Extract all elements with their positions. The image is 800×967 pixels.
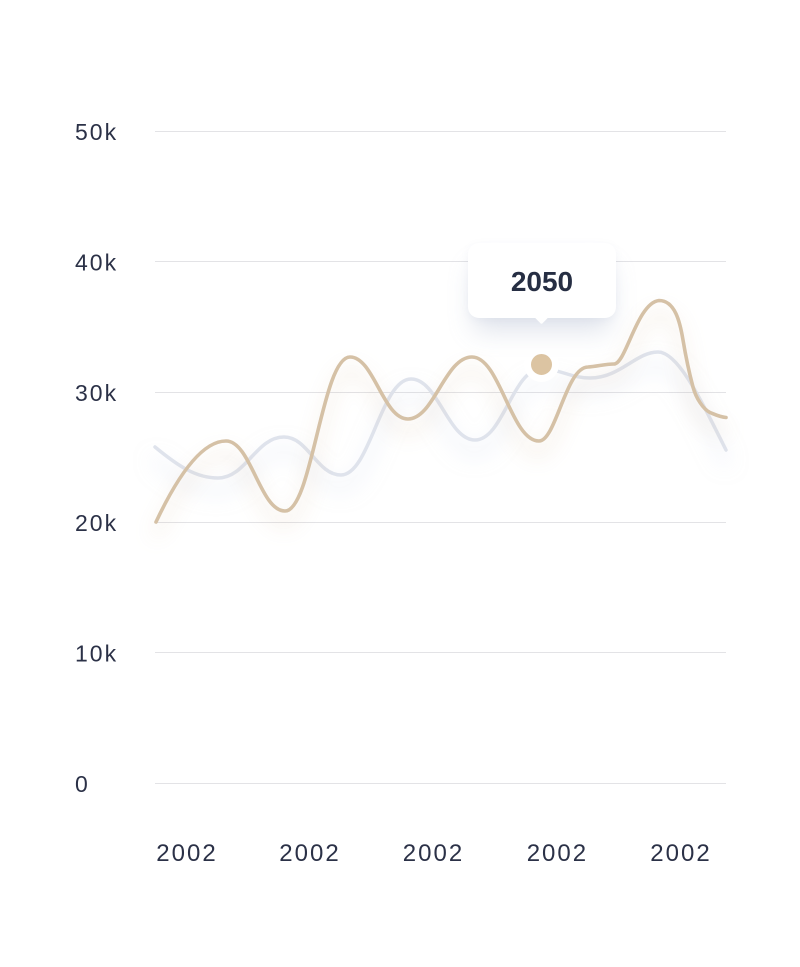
svg-text:2002: 2002 [403, 840, 464, 867]
svg-text:20k: 20k [75, 510, 118, 536]
svg-text:2002: 2002 [279, 840, 340, 867]
svg-text:30k: 30k [75, 380, 118, 406]
svg-text:40k: 40k [75, 250, 118, 276]
svg-text:2002: 2002 [156, 840, 217, 867]
svg-text:2002: 2002 [527, 840, 588, 867]
svg-text:50k: 50k [75, 119, 118, 145]
svg-text:10k: 10k [75, 641, 118, 667]
svg-text:2002: 2002 [650, 840, 711, 867]
svg-text:0: 0 [75, 771, 90, 797]
